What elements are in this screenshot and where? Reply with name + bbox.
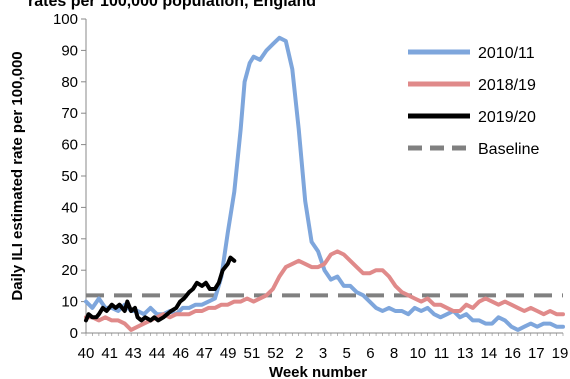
y-tick-label: 30 xyxy=(61,231,78,248)
y-tick-label: 80 xyxy=(61,74,78,91)
x-tick-label: 19 xyxy=(552,345,569,362)
x-tick-label: 17 xyxy=(528,345,545,362)
x-tick-label: 43 xyxy=(125,345,142,362)
x-tick-label: 47 xyxy=(196,345,213,362)
x-tick-label: 16 xyxy=(504,345,521,362)
legend-label: 2018/19 xyxy=(478,77,536,94)
x-tick-label: 14 xyxy=(481,345,498,362)
y-axis-title: Daily ILI estimated rate per 100,000 xyxy=(9,51,26,300)
legend-label: 2019/20 xyxy=(478,109,536,126)
x-tick-label: 51 xyxy=(244,345,261,362)
legend-label: 2010/11 xyxy=(478,45,535,62)
x-tick-label: 8 xyxy=(390,345,398,362)
x-tick-label: 2 xyxy=(295,345,303,362)
y-tick-label: 70 xyxy=(61,105,78,122)
x-tick-label: 41 xyxy=(101,345,118,362)
y-tick-label: 40 xyxy=(61,199,78,216)
x-tick-label: 10 xyxy=(409,345,426,362)
x-tick-label: 49 xyxy=(220,345,237,362)
x-tick-label: 40 xyxy=(78,345,95,362)
x-tick-label: 44 xyxy=(149,345,166,362)
x-tick-label: 46 xyxy=(172,345,189,362)
x-tick-label: 3 xyxy=(319,345,327,362)
y-tick-label: 90 xyxy=(61,42,78,59)
y-tick-label: 100 xyxy=(53,11,78,28)
legend-label: Baseline xyxy=(478,141,539,158)
y-tick-label: 0 xyxy=(70,325,78,342)
x-tick-label: 6 xyxy=(366,345,374,362)
series-line-2019-20 xyxy=(84,255,237,323)
x-tick-label: 13 xyxy=(457,345,474,362)
chart-legend: 2010/11 2018/19 2019/20 Baseline xyxy=(408,45,539,158)
chart-title-text: rates per 100,000 population, England xyxy=(28,0,316,10)
x-axis-title: Week number xyxy=(269,364,367,379)
y-tick-label: 50 xyxy=(61,168,78,185)
x-tick-label: 5 xyxy=(343,345,351,362)
x-tick-label: 11 xyxy=(434,345,450,362)
chart-title: rates per 100,000 population, England xyxy=(28,0,316,10)
y-tick-label: 60 xyxy=(61,137,78,154)
y-tick-label: 10 xyxy=(61,294,78,311)
y-tick-label: 20 xyxy=(61,262,78,279)
data-series xyxy=(84,35,565,332)
x-tick-label: 52 xyxy=(267,345,284,362)
